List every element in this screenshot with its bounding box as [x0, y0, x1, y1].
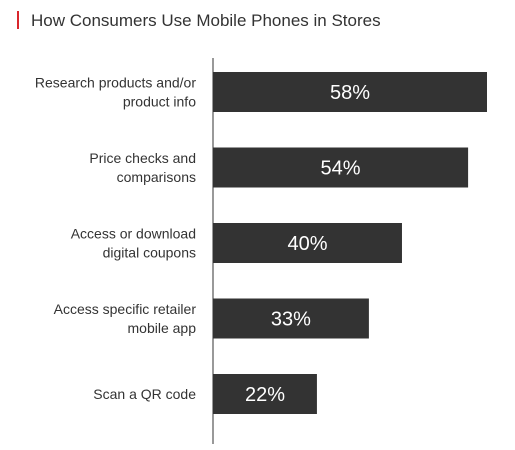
category-label-line: Research products and/or: [35, 75, 196, 91]
bar-value-label: 33%: [271, 309, 311, 331]
bar: [213, 147, 469, 188]
chart-title: How Consumers Use Mobile Phones in Store…: [31, 11, 381, 30]
category-label-line: digital coupons: [103, 245, 196, 261]
bar: [213, 298, 369, 339]
bar-value-label: 22%: [245, 384, 285, 406]
category-label-line: Access specific retailer: [54, 301, 197, 317]
bar-value-label: 40%: [287, 233, 327, 255]
category-label: Access or download digital coupons: [71, 226, 196, 261]
bar: [213, 223, 402, 263]
category-label-line: comparisons: [117, 169, 196, 185]
category-label-line: Scan a QR code: [93, 386, 196, 402]
bar-value-label: 58%: [330, 82, 370, 104]
category-label: Price checks and comparisons: [89, 150, 196, 185]
title-accent-bar: [17, 11, 19, 29]
category-label-line: Price checks and: [89, 150, 196, 166]
bar: [213, 72, 487, 112]
bars: 58% Research products and/or product info 5…: [35, 72, 487, 414]
category-label: Access specific retailer mobile app: [54, 301, 197, 336]
category-label-line: mobile app: [128, 320, 197, 336]
bar-value-label: 54%: [321, 158, 361, 180]
category-label: Scan a QR code: [93, 386, 196, 402]
category-label-line: Access or download: [71, 226, 196, 242]
category-label: Research products and/or product info: [35, 75, 196, 110]
bar: [213, 374, 317, 414]
category-label-line: product info: [123, 94, 196, 110]
